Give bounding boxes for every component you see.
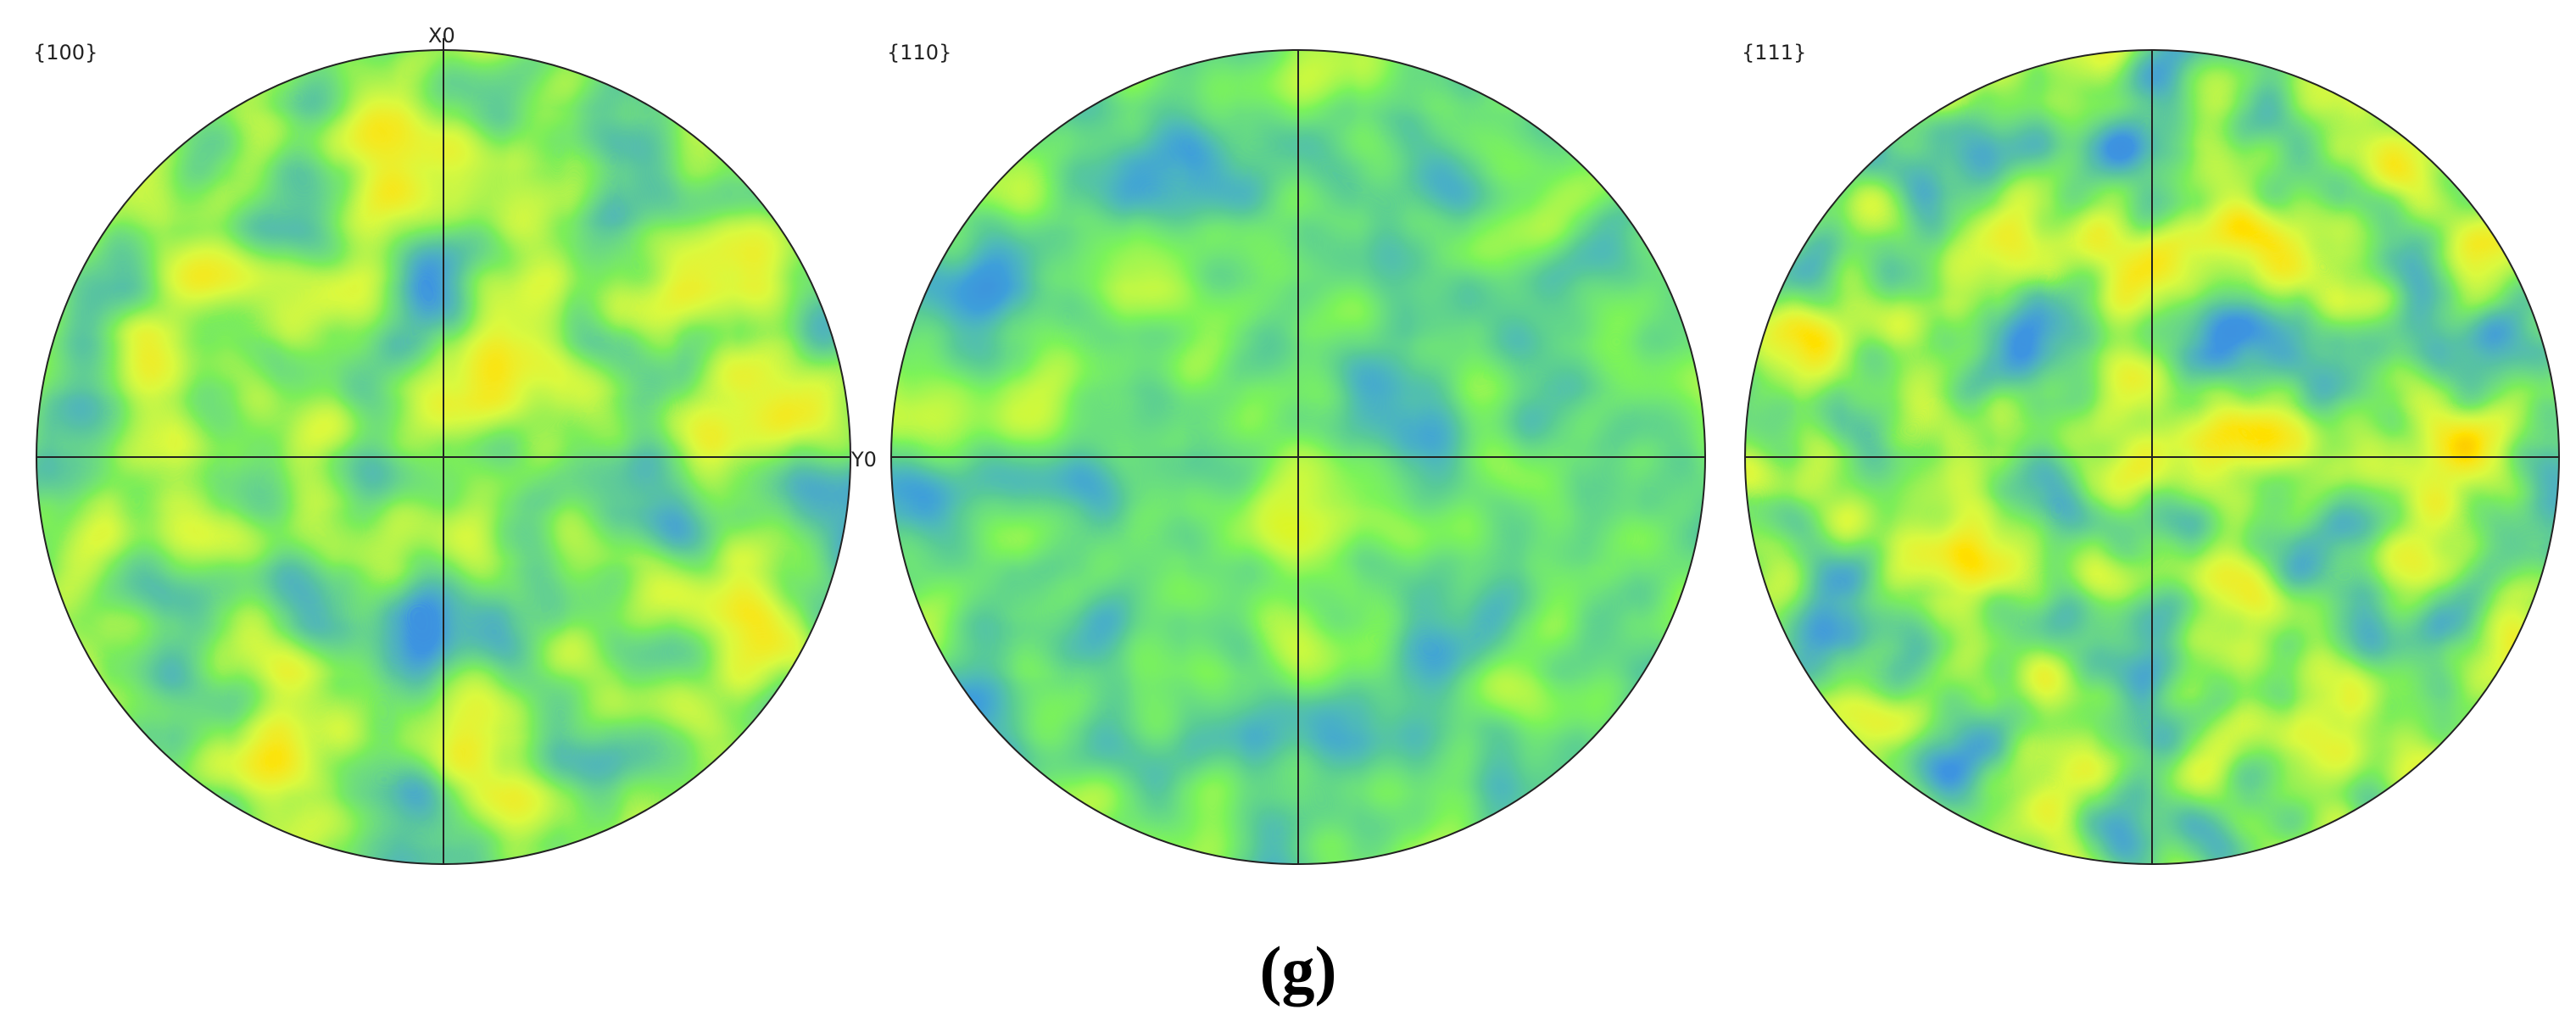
panel-label: {100}	[33, 41, 98, 64]
axis-label: X0	[428, 24, 455, 47]
pole-figure: {100} X0 Y0	[33, 24, 877, 865]
panel-label: {111}	[1742, 41, 1806, 64]
pole-figure: {110}	[887, 41, 1706, 865]
pole-figure: {111}	[1742, 41, 2560, 865]
axis-label: Y0	[850, 448, 877, 471]
panel-label: {110}	[887, 41, 951, 64]
caption: (g)	[1260, 933, 1337, 1007]
